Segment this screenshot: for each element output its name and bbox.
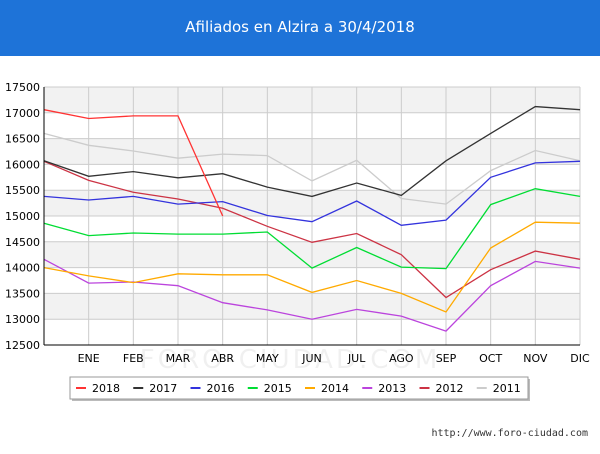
x-tick-label: ENE: [78, 352, 100, 365]
y-tick-label: 17000: [5, 107, 40, 120]
series-line-2018: [43, 109, 224, 217]
y-tick-labels: 12500 13000 13500 14000 14500 15000 15500 16000…: [5, 81, 40, 352]
chart-header: Afiliados en Alzira a 30/4/2018: [0, 0, 600, 56]
legend-label-2011: 2011: [493, 382, 521, 395]
legend-label-2018: 2018: [92, 382, 120, 395]
chart-area: FORO-CIUDAD.COM 12500 13000 13500 14000 1450…: [0, 56, 600, 450]
legend-label-2016: 2016: [207, 382, 235, 395]
series-lines: [43, 105, 581, 332]
y-tick-label: 13500: [5, 287, 40, 300]
chart-title: Afiliados en Alzira a 30/4/2018: [185, 18, 415, 36]
y-tick-label: 15500: [5, 184, 40, 197]
x-tick-label: MAR: [166, 352, 191, 365]
x-tick-label: FEB: [123, 352, 144, 365]
x-tick-label: NOV: [523, 352, 548, 365]
x-tick-label: ABR: [211, 352, 234, 365]
y-tick-label: 14000: [5, 262, 40, 275]
series-line-2012: [43, 160, 581, 299]
x-tick-label: JUN: [301, 352, 322, 365]
series-line-2011: [43, 132, 581, 205]
legend-label-2013: 2013: [378, 382, 406, 395]
series-line-2014: [43, 221, 581, 313]
axes: [43, 87, 580, 346]
legend-label-2014: 2014: [321, 382, 349, 395]
x-tick-labels: ENE FEB MAR ABR MAY JUN JUL AGO SEP OCT NOV DIC: [78, 352, 590, 365]
y-tick-label: 13000: [5, 313, 40, 326]
y-tick-label: 17500: [5, 81, 40, 94]
legend-label-2012: 2012: [436, 382, 464, 395]
x-tick-label: JUL: [347, 352, 366, 365]
legend-label-2017: 2017: [149, 382, 177, 395]
x-tick-label: AGO: [389, 352, 414, 365]
y-tick-label: 16500: [5, 133, 40, 146]
series-line-2017: [43, 105, 581, 198]
x-tick-label: DIC: [570, 352, 590, 365]
y-tick-label: 15000: [5, 210, 40, 223]
legend-label-2015: 2015: [264, 382, 292, 395]
y-tick-label: 16000: [5, 158, 40, 171]
y-tick-label: 14500: [5, 236, 40, 249]
series-line-2016: [43, 160, 581, 226]
y-tick-label: 12500: [5, 339, 40, 352]
line-chart: FORO-CIUDAD.COM 12500 13000 13500 14000 1450…: [5, 81, 590, 401]
x-tick-label: OCT: [479, 352, 502, 365]
legend-box: [69, 376, 529, 400]
watermark: FORO-CIUDAD.COM: [140, 345, 441, 375]
x-tick-label: SEP: [436, 352, 457, 365]
source-url: http://www.foro-ciudad.com: [431, 428, 588, 439]
legend: 2018 2017 2016 2015 2014 2013 2012 2011: [69, 376, 530, 401]
x-tick-label: MAY: [256, 352, 279, 365]
series-line-2015: [43, 188, 581, 270]
